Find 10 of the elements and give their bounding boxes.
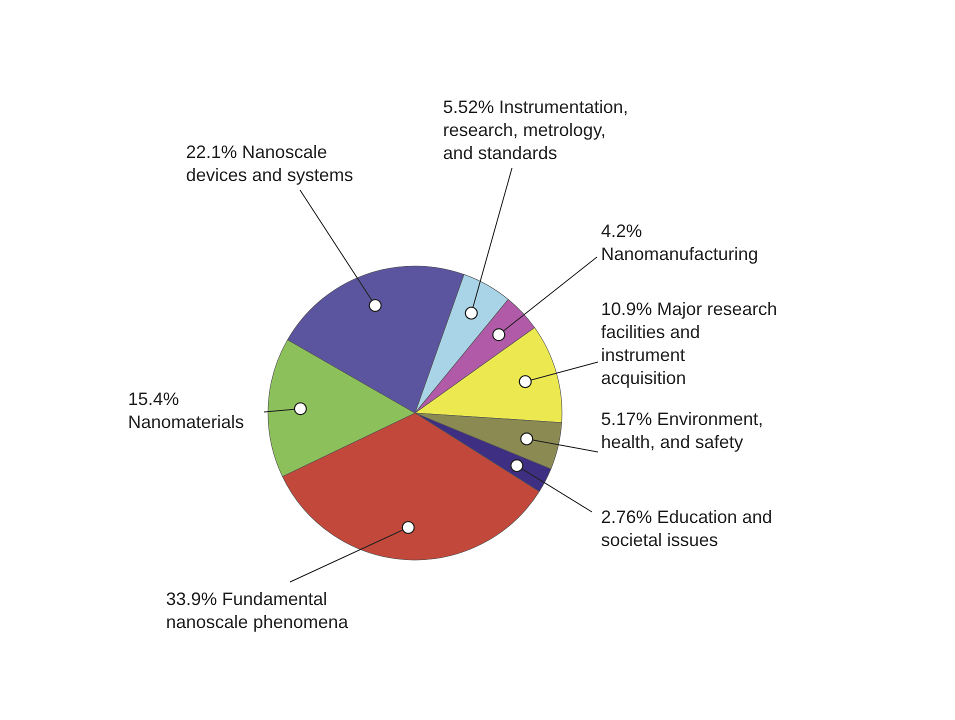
slice-label: 22.1% Nanoscale devices and systems [186, 142, 354, 185]
data-label: 4.2% [601, 221, 642, 241]
slice-label: 2.76% Education and societal issues [601, 507, 772, 550]
slice-label: 5.17% Environment, health, and safety [601, 409, 764, 452]
slice-label: Nanomanufacturing [601, 244, 758, 264]
slice-label: 10.9% Major research facilities and instrument acquisition [601, 299, 778, 388]
slice-label: 33.9% Fundamental nanoscale phenomena [166, 589, 350, 632]
slice-label: Nanomaterials [128, 412, 244, 432]
slice-label: 5.52% Instrumentation, research, metrology, and standards [443, 97, 628, 163]
data-label: 15.4% [128, 389, 180, 409]
